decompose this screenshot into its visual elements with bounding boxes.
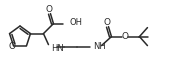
Text: O: O [8,42,16,51]
Text: HN: HN [52,44,64,53]
Text: OH: OH [69,18,82,27]
Text: O: O [122,32,129,41]
Text: O: O [46,5,53,14]
Text: NH: NH [93,42,106,51]
Text: O: O [104,18,111,27]
